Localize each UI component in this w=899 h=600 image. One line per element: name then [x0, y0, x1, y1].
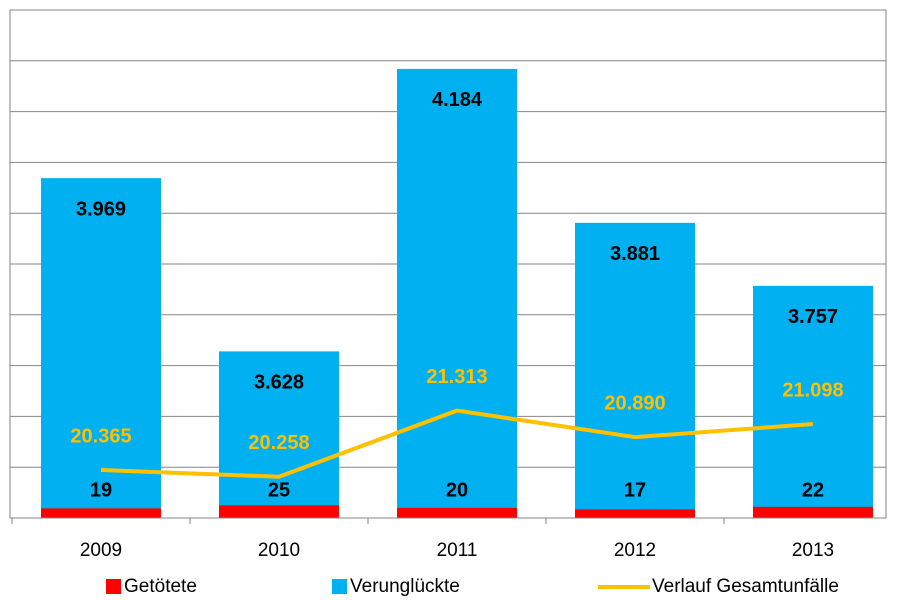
legend-swatch — [332, 579, 347, 594]
bar-label: 3.969 — [76, 198, 126, 220]
legend-swatch — [106, 579, 121, 594]
bar — [753, 285, 873, 518]
line-label: 20.890 — [604, 392, 665, 414]
bar — [397, 68, 517, 518]
bar — [575, 222, 695, 519]
bar-label: 3.628 — [254, 372, 304, 394]
legend-label: Getötete — [124, 576, 197, 597]
bar — [397, 507, 517, 518]
x-tick-label: 2010 — [258, 540, 300, 561]
bar — [219, 505, 339, 518]
bar-label: 17 — [624, 479, 646, 501]
line-label: 21.313 — [426, 366, 487, 388]
line-label: 20.365 — [70, 425, 131, 447]
legend-label: Verlauf Gesamtunfälle — [652, 576, 839, 597]
x-tick-label: 2013 — [792, 540, 834, 561]
x-tick-label: 2011 — [437, 540, 478, 561]
bar-label: 3.757 — [788, 306, 838, 328]
bar — [41, 178, 161, 518]
bar-label: 4.184 — [432, 89, 483, 111]
line-label: 21.098 — [782, 379, 843, 401]
bar — [41, 508, 161, 518]
bar-label: 25 — [268, 479, 290, 501]
legend-label: Verunglückte — [350, 576, 460, 597]
bar-label: 20 — [446, 479, 468, 501]
x-tick-label: 2009 — [80, 540, 122, 561]
line — [100, 408, 814, 479]
bar — [753, 506, 873, 518]
line-label: 20.258 — [248, 432, 309, 454]
bar-label: 3.881 — [610, 243, 660, 265]
bar-label: 22 — [802, 479, 824, 501]
bar — [219, 351, 339, 518]
x-tick-label: 2012 — [614, 540, 656, 561]
bar — [575, 509, 695, 518]
bar-label: 19 — [90, 479, 112, 501]
